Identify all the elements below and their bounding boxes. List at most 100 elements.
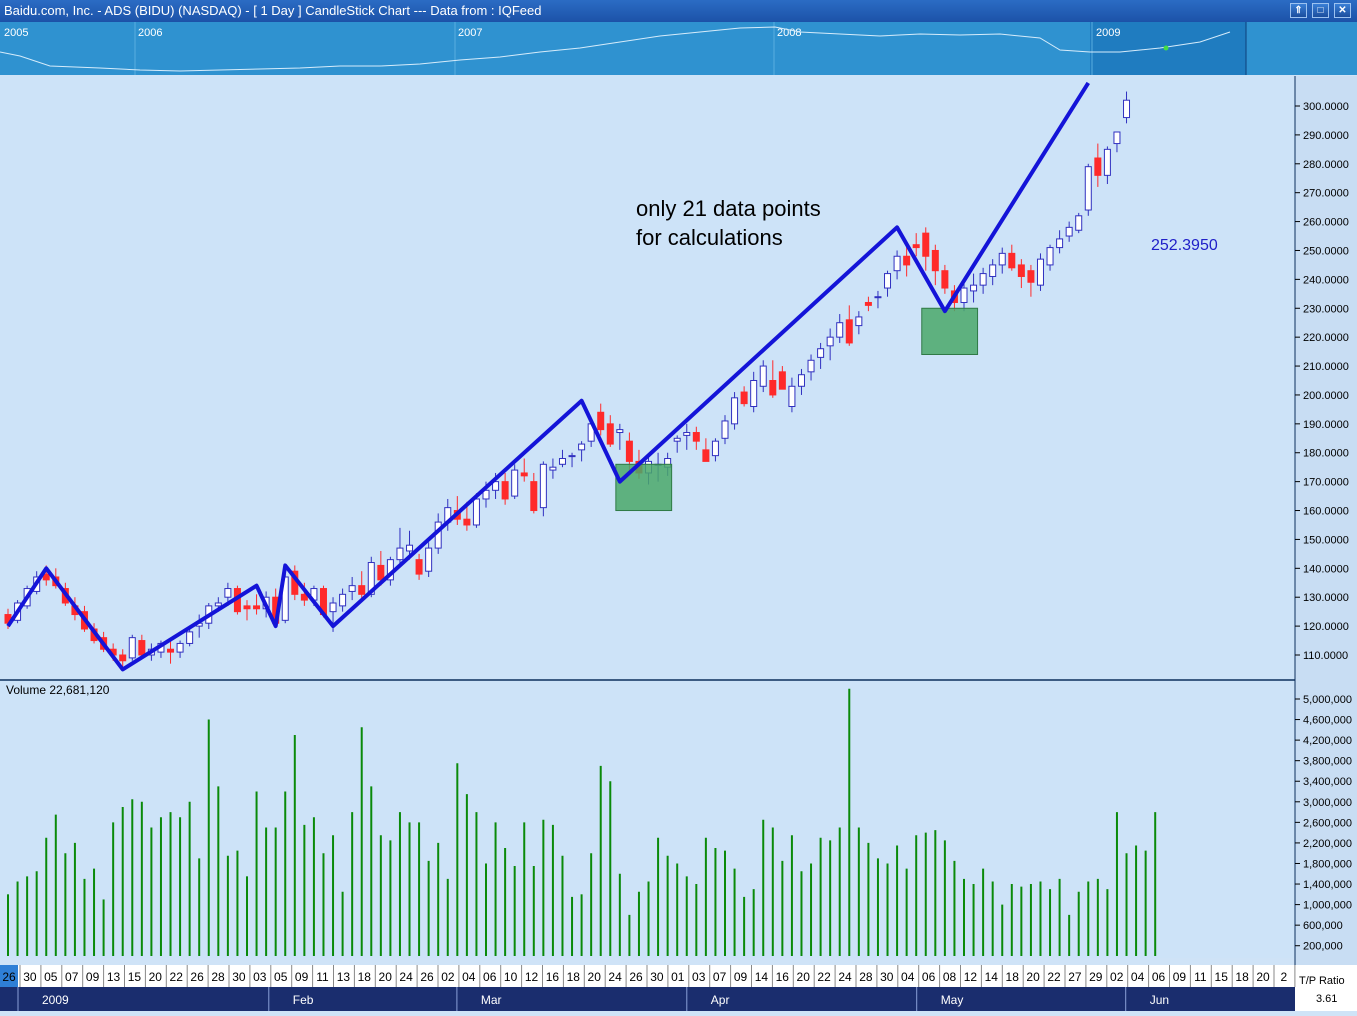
candle[interactable] — [396, 527, 404, 566]
candle[interactable] — [893, 250, 901, 280]
candle[interactable] — [530, 472, 538, 514]
candle[interactable] — [597, 403, 605, 436]
candle[interactable] — [167, 637, 175, 664]
candle[interactable] — [549, 458, 557, 479]
candle[interactable] — [1056, 230, 1064, 254]
candle[interactable] — [998, 247, 1006, 274]
candle[interactable] — [740, 386, 748, 407]
candle[interactable] — [606, 415, 614, 447]
candle[interactable] — [1075, 212, 1083, 234]
restore-icon[interactable]: ⇑ — [1290, 3, 1307, 18]
candle[interactable] — [731, 392, 739, 430]
volume-panel[interactable] — [0, 680, 1295, 958]
candle[interactable] — [845, 305, 853, 346]
candle[interactable] — [472, 493, 480, 528]
support-box — [921, 307, 979, 355]
candle[interactable] — [874, 290, 882, 309]
candle[interactable] — [1017, 259, 1025, 289]
candle[interactable] — [568, 452, 576, 468]
candle-body — [138, 640, 146, 656]
candle-body — [558, 458, 566, 465]
candle[interactable] — [1123, 91, 1131, 124]
candle-body — [472, 498, 480, 526]
candle[interactable] — [501, 472, 509, 505]
candle[interactable] — [941, 264, 949, 294]
candle[interactable] — [683, 423, 691, 450]
candle[interactable] — [692, 426, 700, 450]
candle[interactable] — [759, 360, 767, 393]
candle[interactable] — [912, 233, 920, 257]
candle[interactable] — [807, 354, 815, 381]
candle[interactable] — [750, 371, 758, 413]
candle[interactable] — [243, 600, 251, 621]
candle[interactable] — [1036, 253, 1044, 291]
candle[interactable] — [377, 550, 385, 586]
candle-body — [377, 564, 385, 581]
candle[interactable] — [1046, 244, 1054, 271]
candle[interactable] — [922, 227, 930, 271]
candle[interactable] — [989, 259, 997, 286]
candle[interactable] — [138, 634, 146, 658]
candle[interactable] — [558, 449, 566, 468]
date-label: 05 — [44, 970, 58, 984]
overview-strip[interactable]: 2005 2006 2007 2008 2009 — [0, 22, 1357, 75]
candle-body — [673, 437, 681, 442]
candlestick-chart[interactable]: 300.0000 290.0000 280.0000 270.0000 260.0000… — [0, 76, 1357, 1011]
candle[interactable] — [539, 461, 547, 517]
candle[interactable] — [1113, 131, 1121, 153]
chart-area[interactable]: 300.0000 290.0000 280.0000 270.0000 260.0000… — [0, 76, 1357, 1011]
price-panel[interactable] — [0, 76, 1295, 680]
candle[interactable] — [578, 441, 586, 462]
candle[interactable] — [1084, 163, 1092, 216]
candle[interactable] — [1065, 221, 1073, 242]
candle[interactable] — [702, 438, 710, 462]
candle-body — [549, 466, 557, 471]
candle[interactable] — [1027, 264, 1035, 297]
candle[interactable] — [253, 594, 261, 615]
candle-body — [960, 287, 968, 303]
candle[interactable] — [778, 366, 786, 390]
candle[interactable] — [511, 464, 519, 499]
candle[interactable] — [1008, 244, 1016, 271]
candle[interactable] — [826, 328, 834, 361]
candle-body — [425, 547, 433, 572]
candle[interactable] — [903, 244, 911, 277]
date-label: 22 — [170, 970, 184, 984]
candle[interactable] — [931, 244, 939, 286]
price-axis-panel[interactable] — [1295, 76, 1357, 966]
candle-body — [214, 602, 222, 607]
close-icon[interactable]: ✕ — [1334, 3, 1351, 18]
candle[interactable] — [769, 360, 777, 398]
candle[interactable] — [960, 279, 968, 312]
candle[interactable] — [797, 368, 805, 395]
tp-ratio-label: T/P Ratio — [1299, 975, 1345, 987]
candle[interactable] — [176, 640, 184, 658]
candle[interactable] — [673, 435, 681, 453]
candle[interactable] — [721, 415, 729, 445]
candle[interactable] — [864, 296, 872, 312]
candle[interactable] — [884, 270, 892, 297]
volume-tick-label: 2,200,000 — [1303, 838, 1352, 850]
candle[interactable] — [358, 571, 366, 601]
candle[interactable] — [616, 423, 624, 450]
candle[interactable] — [979, 267, 987, 294]
candle[interactable] — [836, 314, 844, 343]
candle[interactable] — [817, 342, 825, 369]
candle[interactable] — [119, 649, 127, 667]
candle[interactable] — [855, 311, 863, 335]
candle[interactable] — [128, 634, 136, 661]
candle[interactable] — [348, 576, 356, 601]
candle-body — [511, 469, 519, 497]
candle[interactable] — [415, 553, 423, 580]
candle[interactable] — [339, 588, 347, 612]
candle[interactable] — [520, 458, 528, 482]
candle[interactable] — [425, 542, 433, 577]
candle[interactable] — [1103, 146, 1111, 185]
candle[interactable] — [1094, 143, 1102, 187]
candle[interactable] — [788, 377, 796, 413]
candle[interactable] — [711, 438, 719, 462]
maximize-icon[interactable]: □ — [1312, 3, 1329, 18]
candle[interactable] — [970, 273, 978, 303]
candle-body — [769, 380, 777, 396]
overview-year: 2008 — [777, 27, 801, 39]
